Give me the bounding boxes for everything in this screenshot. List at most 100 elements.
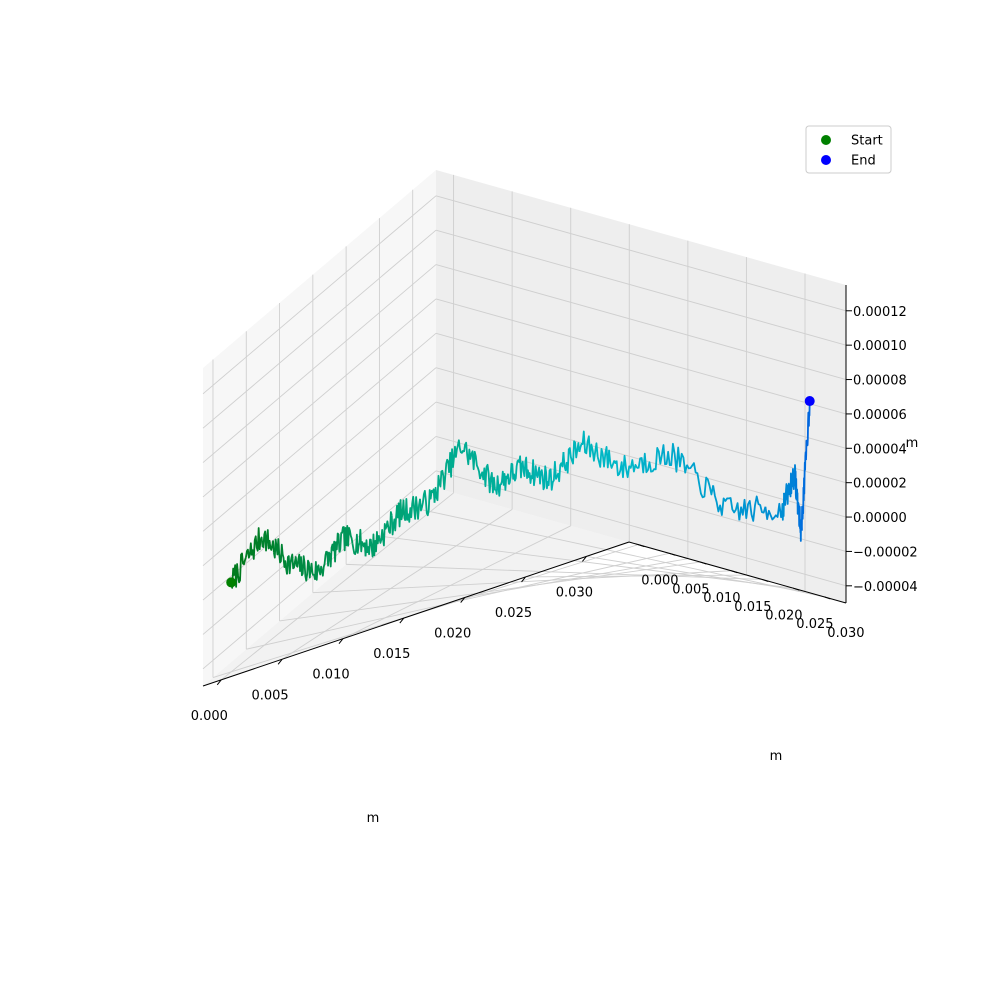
- grid-line-z: [435, 195, 847, 312]
- y-tick-label: 0.010: [703, 591, 740, 606]
- legend-label-end: End: [851, 154, 876, 169]
- trajectory-series: [230, 401, 811, 589]
- legend-label-start: Start: [851, 134, 883, 149]
- z-tick-label: 0.00006: [853, 408, 907, 423]
- x-tick-label: 0.000: [191, 709, 228, 724]
- trajectory-segment: [286, 553, 302, 575]
- x-tick: [216, 679, 222, 686]
- x-tick-label: 0.020: [434, 627, 471, 642]
- trajectory-segment: [245, 527, 262, 560]
- x-tick-label: 0.010: [312, 668, 349, 683]
- z-tick-label: 0.00004: [853, 442, 907, 457]
- z-tick-label: 0.00008: [853, 374, 907, 389]
- z-axis-label: m: [906, 436, 919, 451]
- grid-line-y: [412, 507, 825, 598]
- grid-line-z: [202, 264, 437, 463]
- y-tick: [762, 578, 769, 582]
- trajectory-segment: [273, 538, 288, 575]
- trajectory-segment: [789, 464, 797, 498]
- x-tick: [399, 617, 405, 624]
- trajectory-segment: [259, 529, 275, 553]
- grid-line-x: [281, 508, 513, 660]
- trajectory-segment: [404, 495, 421, 523]
- grid-line-y: [346, 563, 763, 580]
- grid-line-z: [202, 367, 437, 567]
- y-axis-line: [628, 541, 847, 604]
- tick-marks: 0.0000.0050.0100.0150.0200.0250.0300.000…: [191, 305, 918, 724]
- trajectory-segment: [433, 458, 451, 503]
- trajectory-segment: [419, 488, 436, 517]
- trajectory-segment: [230, 552, 247, 589]
- grid-line-y: [379, 535, 794, 589]
- trajectory-segment: [377, 511, 393, 547]
- grid-line-z: [435, 435, 847, 552]
- grid-line-z: [435, 332, 847, 449]
- grid-lines: [202, 174, 847, 681]
- floor-pane: [203, 488, 846, 686]
- z-tick-label: 0.00002: [853, 477, 907, 492]
- y-tick: [700, 561, 707, 565]
- x-tick-label: 0.025: [495, 606, 532, 621]
- x-axis-line: [202, 541, 630, 687]
- trajectory-segment: [764, 492, 785, 521]
- grid-line-x: [586, 555, 806, 592]
- z-tick-label: −0.00002: [853, 545, 918, 560]
- legend: Start End: [805, 125, 892, 174]
- trajectory-segment: [390, 499, 407, 536]
- x-tick: [460, 597, 466, 603]
- x-tick: [521, 576, 526, 583]
- y-tick: [638, 544, 645, 548]
- y-axis-label: m: [770, 749, 783, 764]
- trajectory-segment: [712, 485, 741, 521]
- axis-panes: [203, 170, 846, 686]
- trajectory-segment: [686, 462, 715, 499]
- end-point-marker: [804, 396, 815, 407]
- trajectory-segment: [351, 528, 367, 557]
- y-tick-label: 0.015: [734, 600, 771, 615]
- trajectory-segment: [661, 442, 688, 474]
- trajectory-segment: [738, 495, 767, 522]
- grid-line-z: [202, 195, 437, 395]
- grid-line-z: [202, 401, 437, 601]
- trajectory-segment: [364, 531, 380, 558]
- grid-line-y: [279, 561, 701, 622]
- y-tick-label: 0.025: [796, 617, 833, 632]
- x-tick: [277, 658, 283, 665]
- z-tick-label: 0.00010: [853, 339, 907, 354]
- trajectory-segment: [596, 446, 618, 469]
- grid-line-z: [202, 332, 437, 532]
- y-tick-label: 0.020: [765, 609, 802, 624]
- grid-line-z: [435, 470, 847, 587]
- y-tick: [731, 570, 738, 574]
- x-tick-label: 0.005: [251, 688, 288, 703]
- trajectory-segment: [805, 401, 811, 461]
- trajectory-segment: [783, 482, 792, 506]
- trajectory-segment: [338, 524, 354, 553]
- trajectory-segment: [578, 430, 599, 462]
- trajectory-segment: [448, 439, 465, 478]
- z-tick-label: 0.00012: [853, 305, 907, 320]
- trajectory-segment: [637, 447, 663, 474]
- grid-line-y: [246, 552, 670, 650]
- axis-lines: [202, 285, 847, 687]
- trajectory-segment: [494, 470, 510, 497]
- y-tick: [824, 596, 831, 600]
- trajectory-segment: [299, 555, 315, 582]
- y-tick: [793, 587, 800, 591]
- trajectory-segment: [521, 456, 536, 487]
- trajectory-segment: [533, 465, 549, 491]
- trajectory-segment: [508, 455, 523, 485]
- legend-marker-end: [821, 155, 831, 165]
- grid-line-z: [435, 229, 847, 346]
- grid-line-z: [435, 367, 847, 484]
- grid-line-z: [202, 229, 437, 429]
- trajectory-segment: [800, 451, 807, 531]
- x-tick-label: 0.015: [373, 647, 410, 662]
- grid-line-z: [435, 264, 847, 380]
- y-tick-label: 0.000: [641, 574, 678, 589]
- grid-line-x: [342, 525, 571, 640]
- trajectory-segment: [463, 441, 481, 480]
- grid-line-z: [202, 436, 437, 635]
- x-axis-label: m: [367, 811, 380, 826]
